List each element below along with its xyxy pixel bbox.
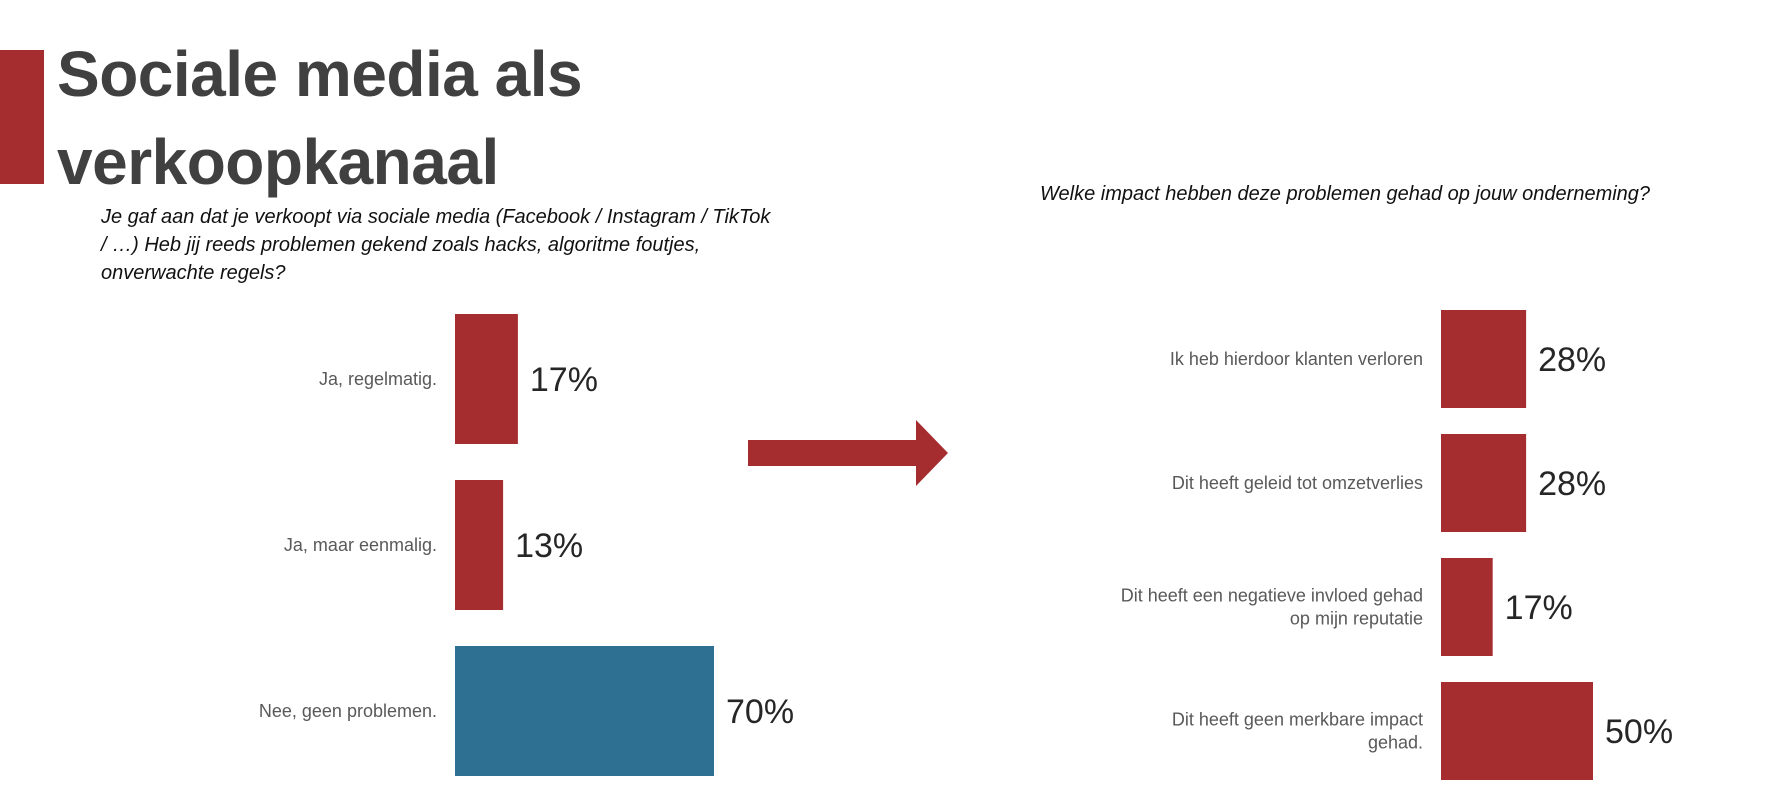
category-label: Dit heeft geleid tot omzetverlies	[1172, 473, 1423, 493]
value-label: 28%	[1538, 341, 1606, 379]
category-label-line: op mijn reputatie	[1290, 609, 1423, 629]
bar-2	[1441, 434, 1527, 532]
value-label: 50%	[1605, 713, 1673, 751]
category-label: Nee, geen problemen.	[259, 701, 437, 721]
left-bar-chart: Ja, regelmatig. 17% Ja, maar eenmalig. 13% N…	[259, 314, 794, 776]
bar-4	[1441, 682, 1593, 780]
value-label: 70%	[726, 693, 794, 731]
category-label-line: Dit heeft een negatieve invloed gehad	[1121, 586, 1423, 606]
category-label: Ik heb hierdoor klanten verloren	[1170, 349, 1423, 369]
bar-1	[455, 314, 518, 444]
right-arrow-icon	[748, 420, 948, 486]
category-label-line: Ik heb hierdoor klanten verloren	[1170, 349, 1423, 369]
category-label-line: Dit heeft geen merkbare impact	[1172, 710, 1423, 730]
title-accent-bar	[0, 50, 44, 184]
value-label: 17%	[530, 361, 598, 399]
category-label-line: Ja, regelmatig.	[319, 369, 437, 389]
value-label: 28%	[1538, 465, 1606, 503]
page-title: Sociale media als verkoopkanaal	[57, 30, 583, 206]
category-label: Dit heeft geen merkbare impact gehad.	[1172, 710, 1423, 753]
right-bar-chart: Ik heb hierdoor klanten verloren 28% Dit h…	[1121, 310, 1673, 780]
left-chart-question: Je gaf aan dat je verkoopt via sociale m…	[101, 206, 771, 284]
category-label-line: Ja, maar eenmalig.	[284, 535, 437, 555]
category-label-line: Nee, geen problemen.	[259, 701, 437, 721]
category-label: Ja, regelmatig.	[319, 369, 437, 389]
value-label: 13%	[515, 527, 583, 565]
value-label: 17%	[1505, 589, 1573, 627]
bar-3	[1441, 558, 1493, 656]
category-label: Dit heeft een negatieve invloed gehad op …	[1121, 586, 1423, 629]
page-title-line-2: verkoopkanaal	[57, 126, 499, 198]
category-label: Ja, maar eenmalig.	[284, 535, 437, 555]
category-label-line: Dit heeft geleid tot omzetverlies	[1172, 473, 1423, 493]
bar-2	[455, 480, 504, 610]
category-label-line: gehad.	[1368, 733, 1423, 753]
page-title-line-1: Sociale media als	[57, 38, 583, 110]
bar-3	[455, 646, 714, 776]
bar-1	[1441, 310, 1527, 408]
right-chart-question: Welke impact hebben deze problemen gehad…	[1040, 183, 1651, 205]
